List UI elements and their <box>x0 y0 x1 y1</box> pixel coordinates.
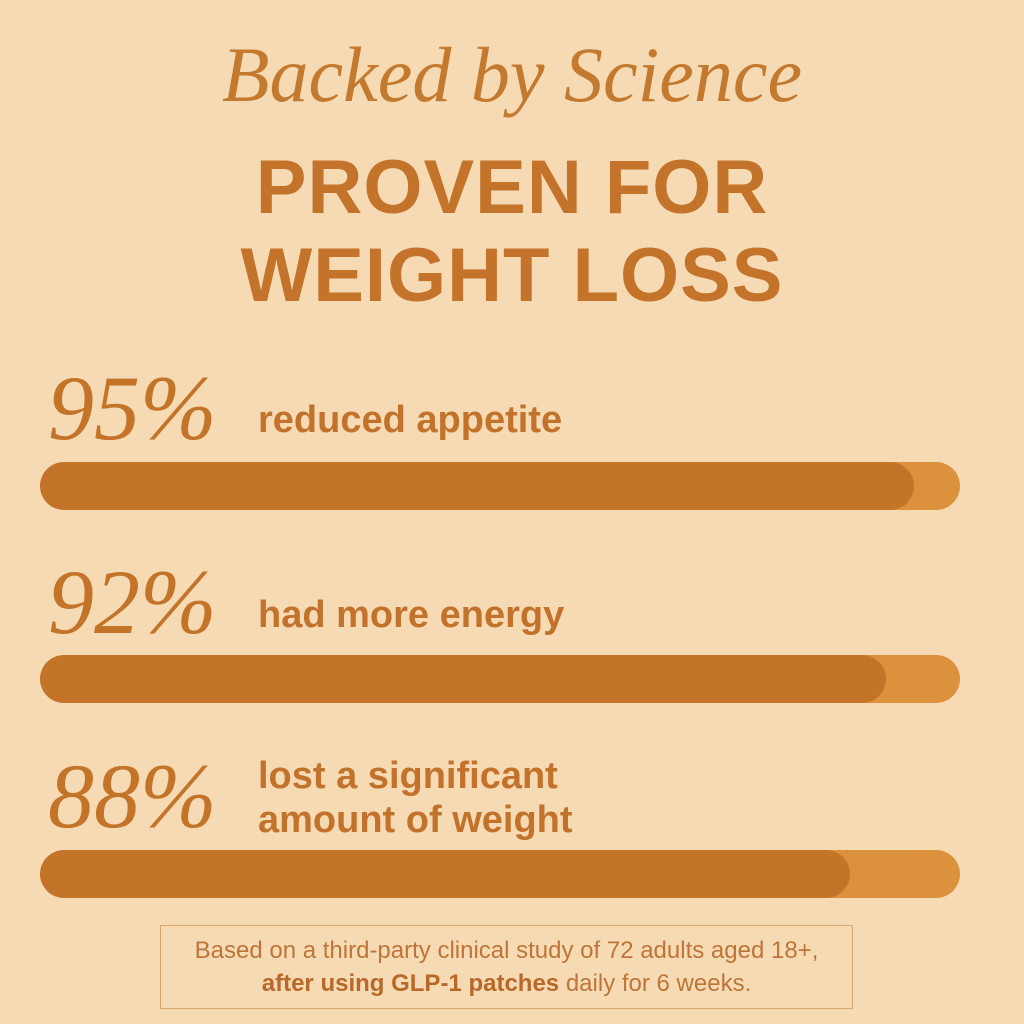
subtitle-line: PROVEN FOR <box>255 145 769 230</box>
category-label: lost a significant amount of weight <box>258 755 573 841</box>
value-label: 88% <box>48 745 217 847</box>
footnote-text: Based on a third-party clinical study of… <box>194 937 819 964</box>
title: Backed by Science <box>221 31 803 118</box>
bar <box>40 655 887 703</box>
bar-track <box>40 850 960 898</box>
subtitle-line: WEIGHT LOSS <box>240 233 784 318</box>
value-label: 92% <box>48 551 217 653</box>
bar-track <box>40 655 960 703</box>
footnote: Based on a third-party clinical study of… <box>160 925 853 1009</box>
footnote-text: daily for 6 weeks. <box>565 970 752 997</box>
bar <box>40 850 850 898</box>
value-label: 95% <box>48 357 217 459</box>
bar-track <box>40 462 960 510</box>
footnote-emphasis: after using GLP-1 patches <box>261 970 560 997</box>
bar <box>40 462 914 510</box>
category-label: reduced appetite <box>258 399 563 441</box>
category-label: had more energy <box>258 594 565 636</box>
